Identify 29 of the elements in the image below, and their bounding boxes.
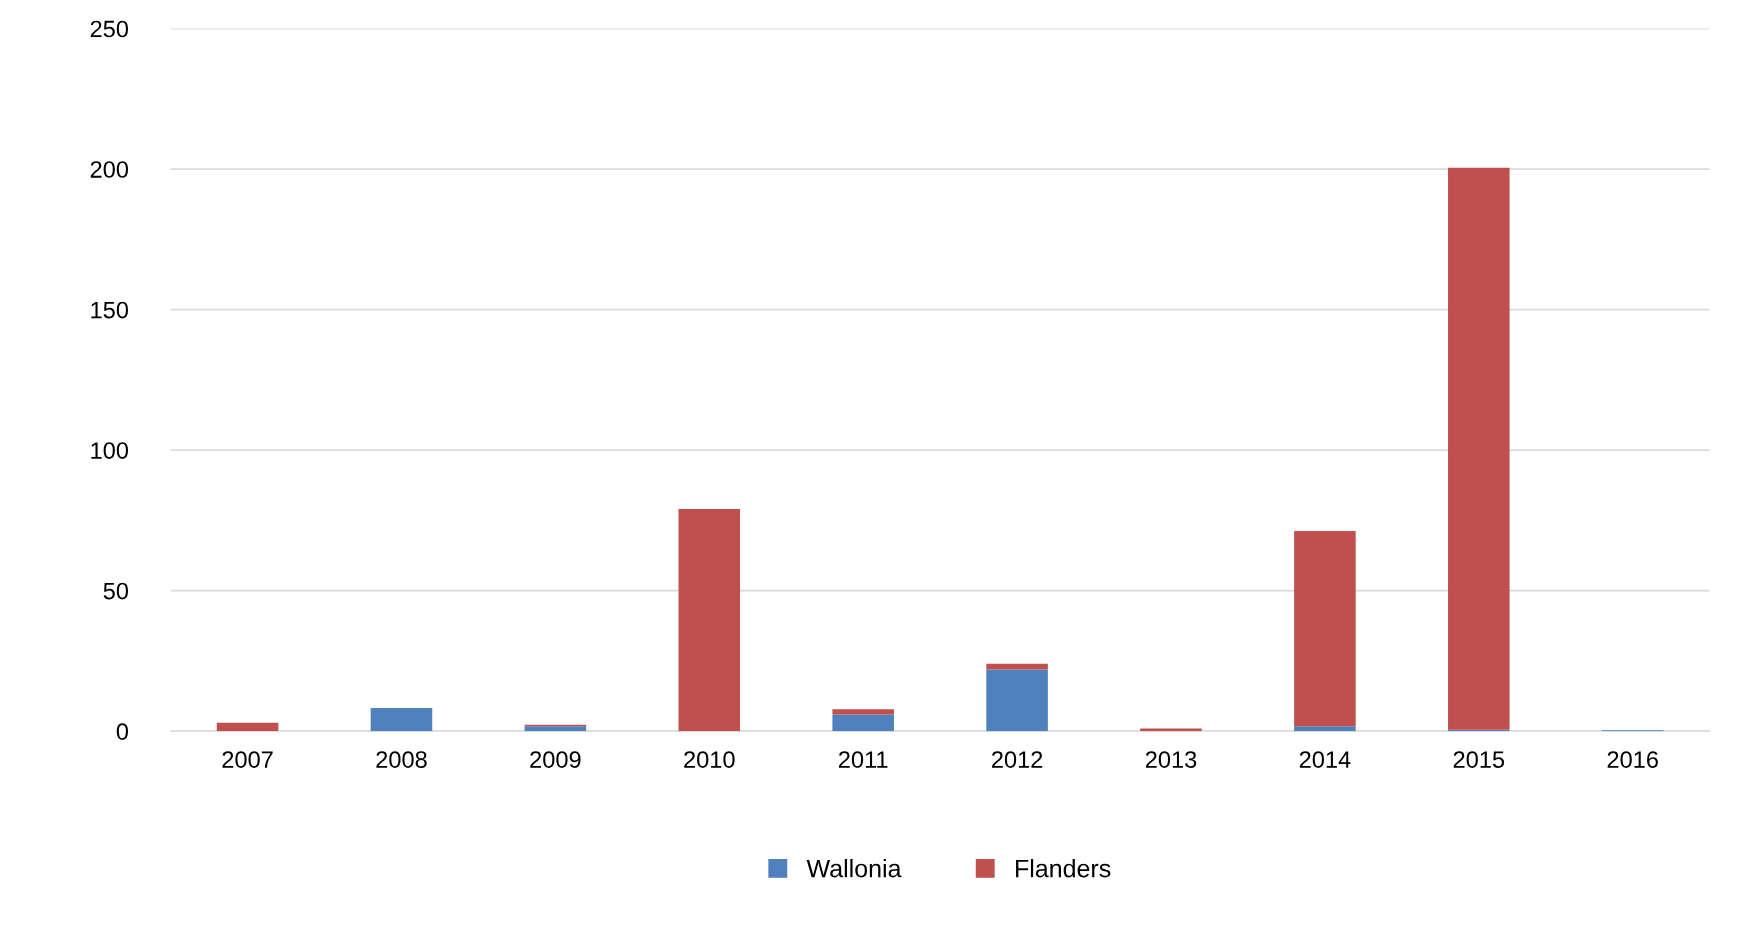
bar (524, 726, 587, 732)
y-tick-label: 150 (91, 301, 129, 319)
y-tick-label: 200 (90, 161, 129, 178)
y-tick-label: 50 (103, 582, 129, 600)
bar (678, 509, 741, 732)
x-tick-label: 2014 (1299, 751, 1351, 768)
x-tick-label: 2011 (838, 751, 888, 768)
x-tick-label: 2015 (1453, 751, 1505, 768)
bar (832, 709, 894, 715)
bar (1294, 726, 1356, 732)
bar (370, 708, 433, 732)
y-tick-label: 0 (116, 723, 129, 740)
x-tick-label: 2009 (530, 751, 581, 768)
legend-label: Flanders (1016, 859, 1111, 878)
x-tick-label: 2016 (1607, 751, 1658, 768)
x-tick-label: 2007 (222, 751, 273, 768)
x-tick-label: 2013 (1145, 751, 1197, 768)
x-tick-label: 2010 (684, 751, 735, 768)
x-tick-label: 2012 (992, 751, 1043, 768)
bar (986, 669, 1048, 732)
bar (986, 663, 1048, 670)
bar (1294, 531, 1356, 727)
x-tick-label: 2008 (376, 751, 427, 768)
y-tick-label: 100 (91, 442, 129, 459)
y-tick-label: 250 (90, 20, 129, 38)
bar (832, 714, 894, 732)
bar (1448, 167, 1510, 730)
bar (216, 722, 279, 732)
legend-label: Wallonia (806, 859, 902, 878)
